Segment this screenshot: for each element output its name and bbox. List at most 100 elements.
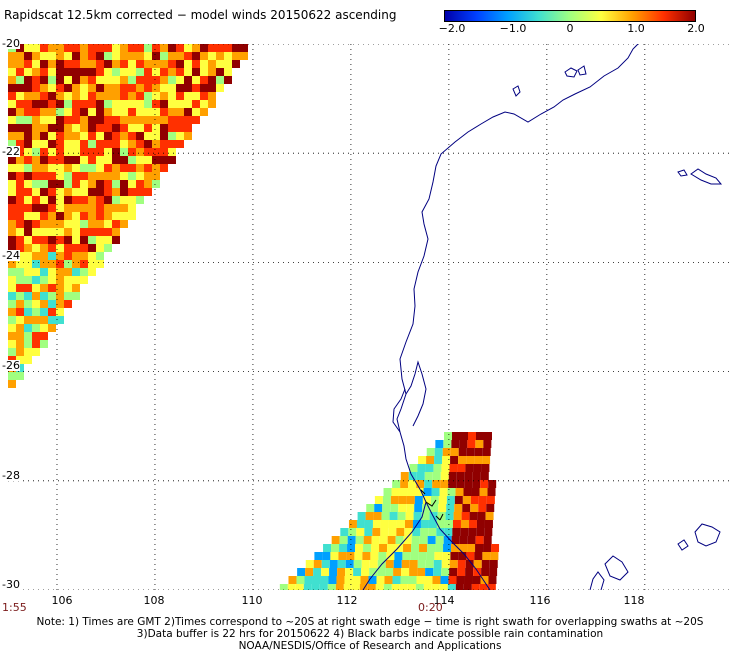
swath-cell (32, 292, 40, 300)
swath-cell (96, 180, 104, 188)
swath-cell (176, 84, 184, 92)
swath-cell (128, 52, 136, 60)
swath-cell (380, 520, 389, 528)
swath-cell (160, 148, 168, 156)
swath-cell (120, 60, 128, 68)
swath-cell (64, 44, 72, 52)
swath-cell (48, 68, 56, 76)
swath-cell (128, 68, 136, 76)
swath-cell (398, 496, 407, 504)
swath-cell (56, 308, 64, 316)
swath-cell (168, 44, 176, 52)
swath-cell (128, 204, 136, 212)
swath-cell (359, 584, 368, 590)
swath-cell (168, 148, 176, 156)
swath-cell (80, 116, 88, 124)
swath-cell (40, 156, 48, 164)
swath-cell (56, 212, 64, 220)
swath-cell (40, 100, 48, 108)
swath-cell (88, 196, 96, 204)
swath-cell (48, 308, 56, 316)
swath-cell (120, 148, 128, 156)
swath-cell (24, 172, 32, 180)
swath-cell (200, 68, 208, 76)
swath-cell (72, 116, 80, 124)
swath-cell (200, 92, 208, 100)
swath-cell (452, 520, 461, 528)
swath-cell (339, 544, 348, 552)
swath-cell (8, 348, 16, 356)
swath-cell (8, 284, 16, 292)
swath-cell (24, 164, 32, 172)
swath-cell (120, 140, 128, 148)
swath-cell (305, 560, 314, 568)
swath-cell (192, 68, 200, 76)
swath-cell (439, 584, 448, 590)
swath-cell (104, 228, 112, 236)
swath-cell (88, 260, 96, 268)
swath-cell (72, 180, 80, 188)
note-line-1: Note: 1) Times are GMT 2)Times correspon… (36, 616, 704, 628)
wind-barb (435, 513, 444, 521)
swath-cell (88, 108, 96, 116)
swath-cell (8, 164, 16, 172)
swath-cell (415, 584, 424, 590)
swath-cell (168, 116, 176, 124)
swath-cell (80, 236, 88, 244)
swath-cell (120, 180, 128, 188)
swath-cell (16, 92, 24, 100)
swath-cell (96, 204, 104, 212)
swath-cell (96, 68, 104, 76)
swath-cell (345, 568, 354, 576)
swath-cell (96, 52, 104, 60)
swath-cell (80, 76, 88, 84)
swath-cell (112, 100, 120, 108)
swath-cell (483, 440, 492, 448)
swath-cell (104, 180, 112, 188)
swath-cell (387, 536, 396, 544)
swath-cell (423, 584, 432, 590)
swath-cell (443, 440, 452, 448)
swath-cell (24, 44, 32, 52)
swath-cell (96, 212, 104, 220)
swath-cell (80, 228, 88, 236)
swath-cell (403, 536, 412, 544)
swath-cell (56, 228, 64, 236)
swath-cell (441, 568, 450, 576)
swath-cell (56, 172, 64, 180)
swath-cell (375, 584, 384, 590)
swath-cell (64, 276, 72, 284)
lat-label: -28 (2, 469, 20, 482)
swath-cell (112, 44, 120, 52)
swath-cell (144, 108, 152, 116)
swath-cell (472, 472, 481, 480)
swath-cell (8, 108, 16, 116)
swath-cell (476, 520, 485, 528)
swath-cell (128, 172, 136, 180)
swath-cell (72, 100, 80, 108)
swath-cell (8, 196, 16, 204)
swath-cell (418, 552, 427, 560)
swath-cell (16, 180, 24, 188)
swath-cell (367, 584, 376, 590)
swath-cell (404, 520, 413, 528)
swath-cell (382, 496, 391, 504)
swath-cell (152, 100, 160, 108)
swath-cell (112, 212, 120, 220)
swath-cell (468, 528, 477, 536)
swath-cell (400, 472, 409, 480)
swath-cell (56, 236, 64, 244)
swath-cell (120, 156, 128, 164)
swath-cell (80, 148, 88, 156)
swath-cell (467, 544, 476, 552)
swath-cell (24, 332, 32, 340)
swath-cell (8, 276, 16, 284)
swath-cell (128, 100, 136, 108)
swath-cell (416, 472, 425, 480)
swath-cell (216, 76, 224, 84)
swath-cell (152, 140, 160, 148)
swath-cell (48, 92, 56, 100)
swath-cell (24, 356, 32, 364)
swath-cell (32, 92, 40, 100)
swath-cell (470, 496, 479, 504)
